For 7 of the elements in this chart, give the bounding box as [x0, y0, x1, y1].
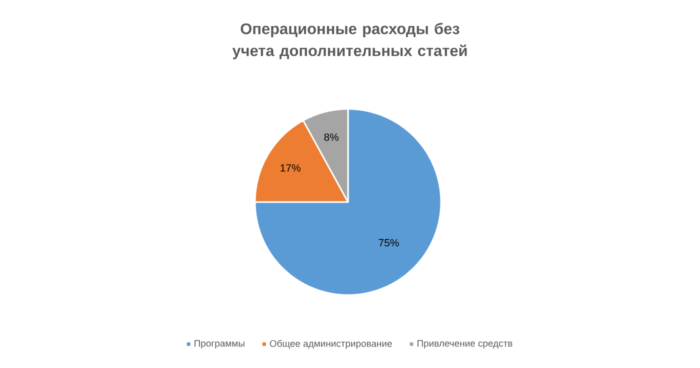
data-label: 75% [378, 239, 399, 246]
data-label: 17% [280, 164, 300, 172]
chart-title: Операционные расходы без учета дополнительных статей [232, 22, 467, 60]
data-label: 8% [324, 133, 339, 141]
legend-label: Общее администрирование [270, 340, 392, 349]
legend-label: Программы [194, 340, 244, 349]
legend-label: Привлечение средств [418, 340, 512, 349]
